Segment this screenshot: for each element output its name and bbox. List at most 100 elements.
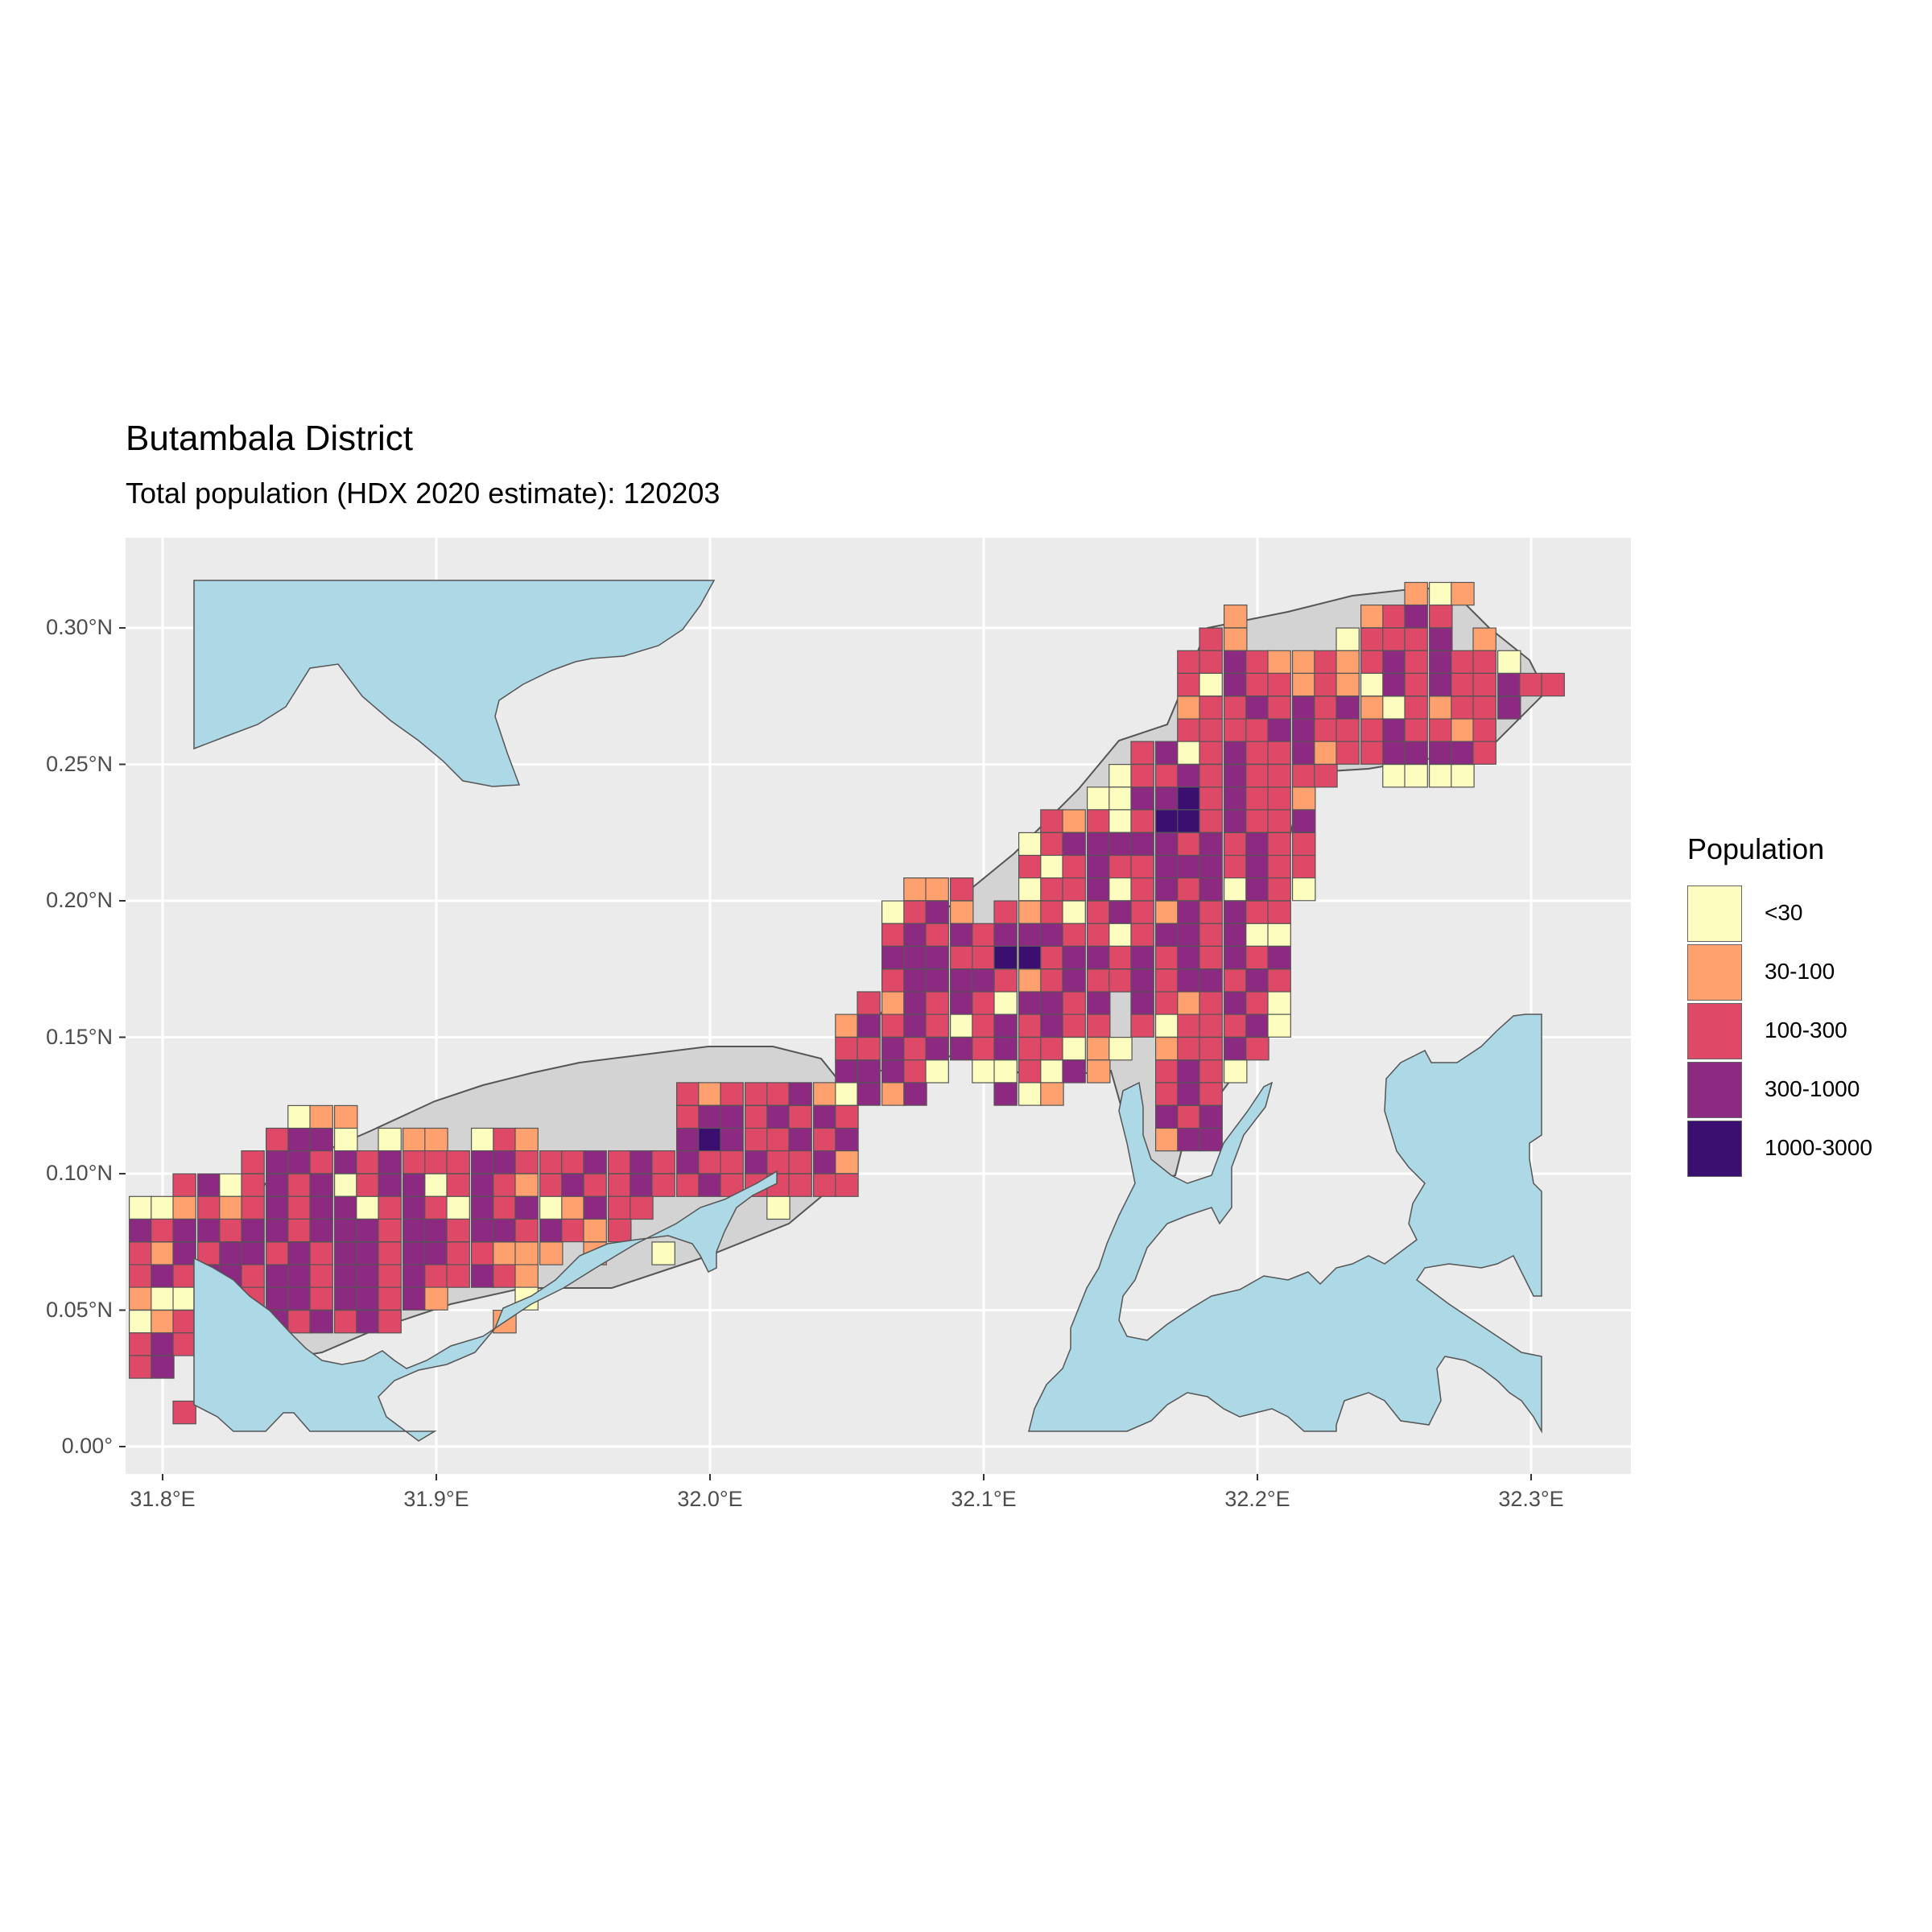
population-cell [1223,763,1248,788]
population-cell [241,1195,265,1220]
population-cell [1428,581,1453,606]
y-tick-label: 0.00° [61,1434,113,1458]
population-cell [334,1309,358,1334]
population-cell [151,1286,175,1311]
population-cell [675,1127,700,1152]
population-cell [1086,900,1111,924]
population-cell [1335,650,1360,675]
population-cell [1040,1036,1064,1061]
population-cell [1245,718,1269,742]
x-tick-label: 31.9°E [403,1487,469,1511]
population-cell [1108,854,1133,879]
population-cell [1040,1082,1064,1106]
population-cell [1267,854,1291,879]
population-cell [1130,900,1154,924]
population-cell [1177,1059,1201,1084]
population-cell [925,1059,949,1084]
population-cell [744,1150,769,1174]
population-cell [1199,945,1223,970]
population-cell [607,1218,632,1243]
population-cell [949,923,974,947]
population-cell [1291,672,1316,697]
population-cell [446,1173,470,1197]
population-cell [356,1309,380,1334]
population-cell [129,1264,153,1288]
population-cell [1108,877,1133,902]
population-cell [1108,1036,1133,1061]
population-cell [835,1059,859,1084]
legend-key [1687,944,1742,1001]
population-cell [607,1150,632,1174]
population-cell [172,1173,196,1197]
population-cell [1086,968,1111,993]
population-cell [309,1195,333,1220]
population-cell [1472,672,1496,697]
population-cell [1335,627,1360,651]
population-cell [1451,741,1475,765]
population-cell [1404,741,1428,765]
population-cell [1177,991,1201,1015]
population-cell [356,1173,380,1197]
population-cell [287,1218,312,1243]
population-cell [1245,1013,1269,1038]
population-cell [1267,877,1291,902]
population-cell [857,991,881,1015]
population-cell [1108,763,1133,788]
population-cell [675,1104,700,1129]
population-cell [1199,832,1223,857]
population-cell [378,1195,402,1220]
population-cell [1130,741,1154,765]
population-cell [539,1241,564,1265]
population-cell [561,1195,585,1220]
population-cell [1130,854,1154,879]
population-cell [744,1104,769,1129]
population-cell [287,1264,312,1288]
population-cell [1245,650,1269,675]
population-cell [1382,741,1406,765]
population-cell [1018,1059,1042,1084]
population-cell [1177,763,1201,788]
population-cell [1086,1036,1111,1061]
population-cell [402,1127,427,1152]
population-cell [1154,900,1179,924]
x-tick-label: 32.3°E [1498,1487,1564,1511]
population-cell [446,1241,470,1265]
population-cell [470,1150,495,1174]
population-cell [1223,786,1248,811]
population-cell [1267,718,1291,742]
population-cell [1223,696,1248,720]
population-cell [1108,832,1133,857]
legend-key [1687,886,1742,942]
population-cell [309,1150,333,1174]
population-cell [1154,786,1179,811]
population-cell [1177,1127,1201,1152]
population-cell [1018,832,1042,857]
population-cell [334,1173,358,1197]
population-cell [1451,581,1475,606]
population-cell [1245,763,1269,788]
population-cell [1018,854,1042,879]
population-cell [172,1332,196,1356]
population-cell [1177,1104,1201,1129]
population-cell [1086,945,1111,970]
population-cell [1199,718,1223,742]
population-cell [1177,1036,1201,1061]
population-cell [1086,809,1111,833]
population-cell [788,1150,812,1174]
population-cell [561,1218,585,1243]
population-cell [903,1059,927,1084]
population-cell [241,1218,265,1243]
population-cell [1018,877,1042,902]
population-cell [1108,786,1133,811]
population-cell [1267,991,1291,1015]
population-cell [1199,877,1223,902]
population-cell [1404,627,1428,651]
population-cell [675,1173,700,1197]
population-cell [172,1286,196,1311]
population-cell [402,1286,427,1311]
population-cell [1086,923,1111,947]
population-cell [151,1218,175,1243]
population-cell [1291,696,1316,720]
population-cell [1177,672,1201,697]
population-cell [744,1082,769,1106]
